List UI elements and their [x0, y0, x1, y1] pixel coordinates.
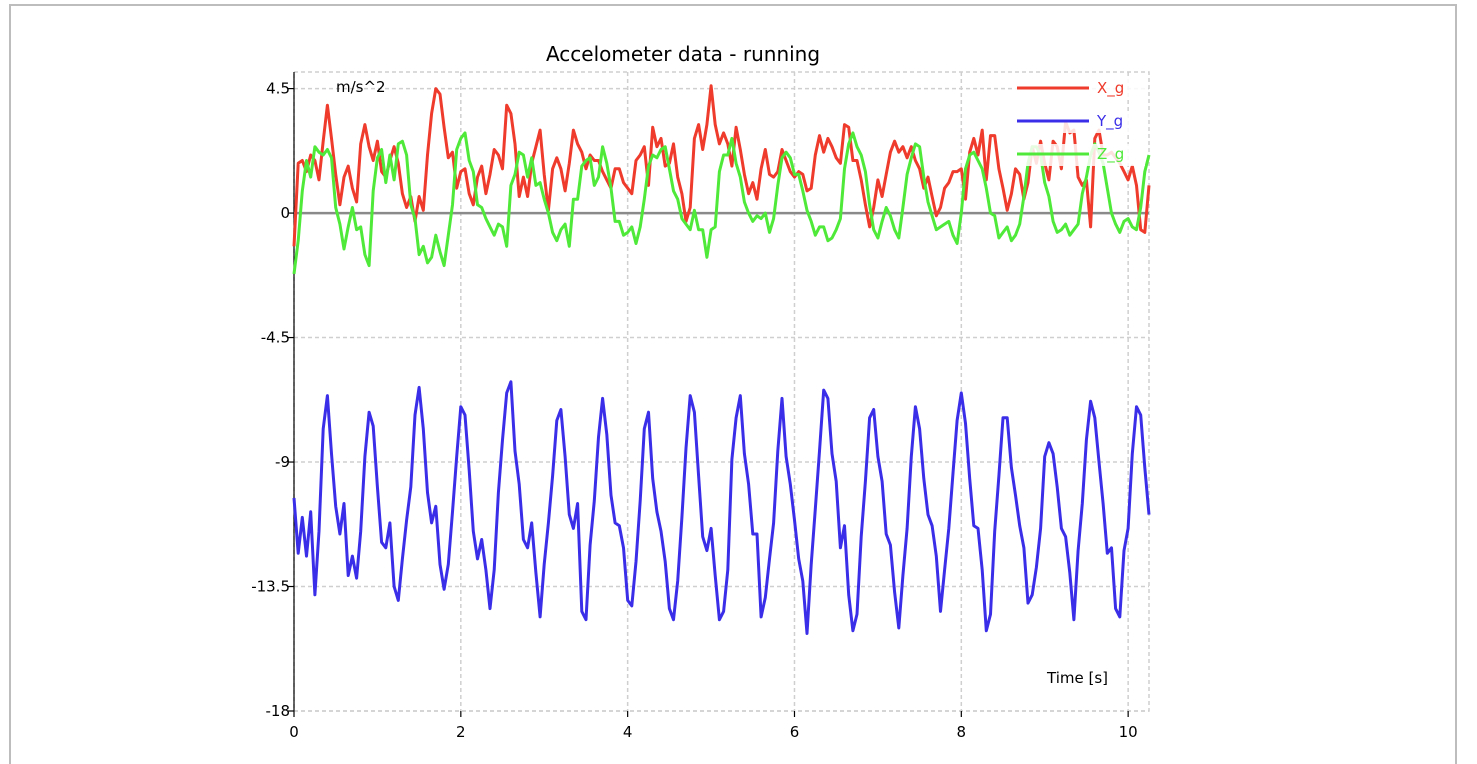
y-tick-label: -9: [275, 453, 290, 471]
y-tick-label: -4.5: [261, 329, 290, 347]
y-tick-label: 0: [280, 204, 290, 222]
x-tick-label: 10: [1119, 723, 1138, 741]
legend: X_g Y_g Z_g: [1015, 78, 1145, 166]
x-tick-label: 4: [623, 723, 633, 741]
x-tick-label: 0: [289, 723, 299, 741]
x-axis-label: Time [s]: [1046, 669, 1108, 687]
y-axis-unit-label: m/s^2: [336, 78, 386, 96]
axes: [288, 72, 1149, 717]
y-tick-label: -18: [266, 702, 291, 720]
y-tick-label: 4.5: [266, 80, 290, 98]
x-tick-label: 6: [790, 723, 800, 741]
legend-label-y-g: Y_g: [1096, 112, 1123, 131]
legend-label-x-g: X_g: [1097, 79, 1124, 98]
chart-svg: 4.5 0 -4.5 -9 -13.5 -18 0 2 4 6 8 10 Accelometer da…: [251, 42, 1151, 741]
chart-title: Accelometer data - running: [546, 42, 820, 66]
chart-frame: 4.5 0 -4.5 -9 -13.5 -18 0 2 4 6 8 10 Accelometer da…: [9, 4, 1457, 764]
series-line-y-g: [292, 380, 1151, 635]
x-tick-label: 8: [957, 723, 967, 741]
y-tick-label: -13.5: [251, 578, 290, 596]
x-tick-label: 2: [456, 723, 466, 741]
tick-labels: 4.5 0 -4.5 -9 -13.5 -18 0 2 4 6 8 10: [251, 80, 1138, 741]
series-line-z-g: [292, 131, 1151, 275]
series-line-x-g: [292, 84, 1151, 247]
legend-label-z-g: Z_g: [1097, 145, 1124, 164]
series-lines: [292, 84, 1151, 635]
